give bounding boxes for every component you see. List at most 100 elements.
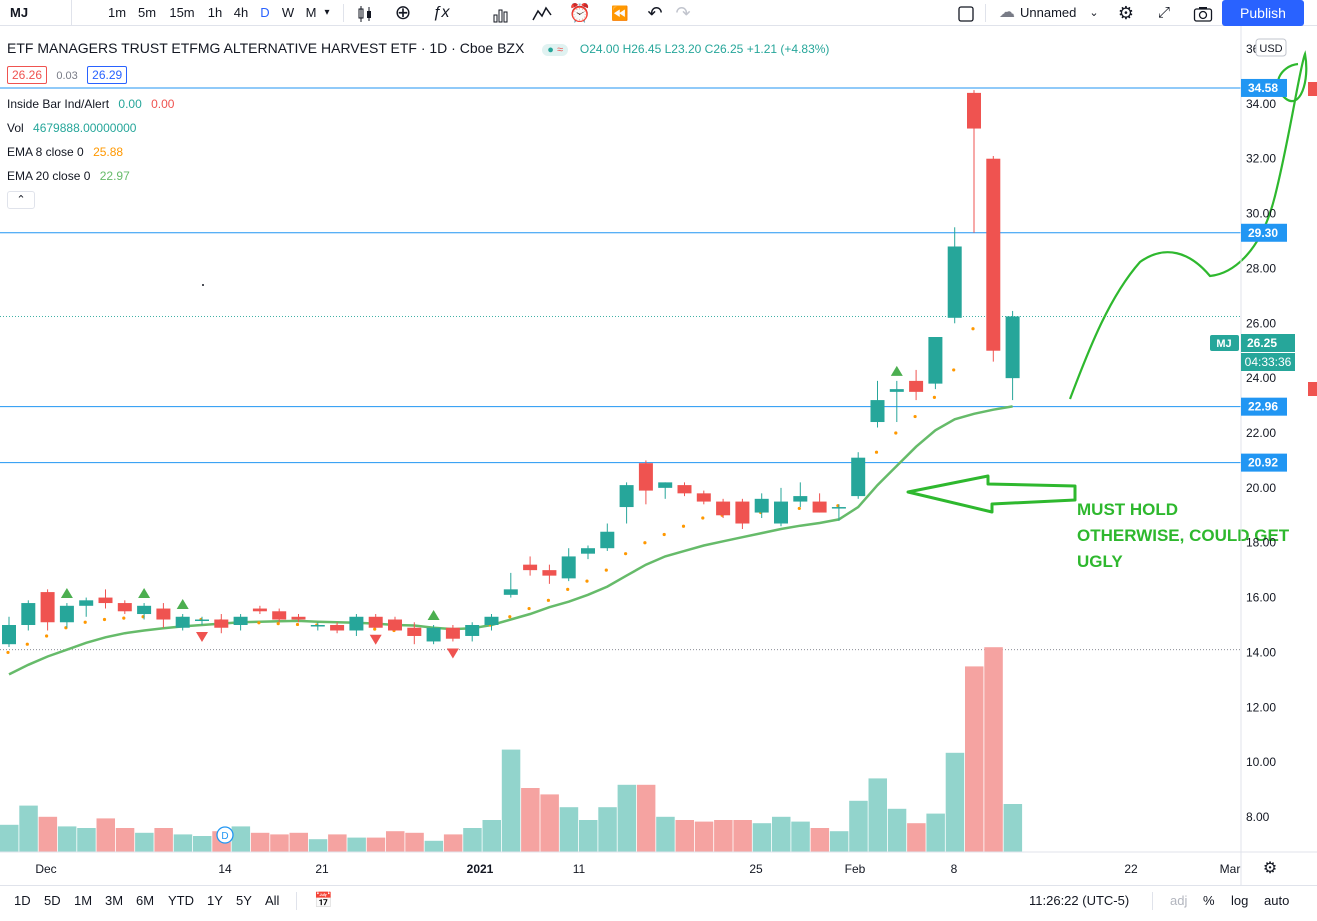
range-6m[interactable]: 6M <box>136 893 155 908</box>
go-to-date-icon[interactable]: 📅 <box>314 892 333 909</box>
candle-body <box>986 158 1001 351</box>
bottom-toolbar: 1D 5D 1M 3M 6M YTD 1Y 5Y All 📅 11:26:22 … <box>0 885 1317 915</box>
gear-icon[interactable]: ⚙ <box>1263 860 1277 877</box>
clock-display[interactable]: 11:26:22 (UTC-5) <box>1029 893 1130 908</box>
volume-bar <box>656 816 675 852</box>
ema8-dot <box>932 395 937 399</box>
indicators-icon[interactable]: ƒx <box>432 4 450 21</box>
ema8-dot <box>83 620 87 624</box>
alert-clock-icon[interactable]: ⏰ <box>568 3 592 23</box>
toggle-auto[interactable]: auto <box>1264 893 1290 908</box>
camera-icon[interactable] <box>1188 0 1218 26</box>
range-5y[interactable]: 5Y <box>236 893 252 908</box>
indicator-volume[interactable]: Vol 4679888.00000000 <box>7 121 136 135</box>
financials-icon[interactable] <box>527 0 557 26</box>
indicator-name: EMA 8 close 0 <box>7 145 84 159</box>
candle-body <box>812 501 827 513</box>
add-compare-icon[interactable]: ⊕ <box>394 2 412 24</box>
range-5d[interactable]: 5D <box>44 893 61 908</box>
volume-bar <box>810 828 830 852</box>
interval-d[interactable]: D <box>260 5 270 20</box>
volume-bar <box>347 837 366 852</box>
undo-icon[interactable]: ↶ <box>647 3 663 23</box>
up-triangle-marker <box>427 610 440 620</box>
volume-bar <box>579 820 598 852</box>
hand-drawings[interactable]: MUST HOLD OTHERWISE, COULD GET UGLY <box>906 50 1308 571</box>
interval-1m[interactable]: 1m <box>107 5 127 20</box>
currency-badge[interactable]: USD <box>1255 38 1287 57</box>
ema8-dot <box>527 606 531 611</box>
templates-icon[interactable] <box>486 0 516 26</box>
range-3m[interactable]: 3M <box>105 893 124 908</box>
volume-bar <box>289 832 308 852</box>
toggle-log[interactable]: log <box>1231 893 1249 908</box>
symbol-search[interactable]: MJ <box>2 0 72 26</box>
interval-5m[interactable]: 5m <box>137 5 157 20</box>
chevron-down-icon[interactable]: ⌄ <box>1089 7 1099 19</box>
indicator-value: 0.00 <box>118 97 142 111</box>
ema8-dot <box>102 617 107 622</box>
interval-1h[interactable]: 1h <box>207 5 223 20</box>
range-1y[interactable]: 1Y <box>207 893 223 908</box>
candle-body <box>233 616 248 625</box>
interval-m[interactable]: M <box>305 5 317 20</box>
arrow-drawing[interactable] <box>906 474 1077 514</box>
toolbar-divider <box>985 4 986 22</box>
ask-box[interactable]: 26.29 <box>87 66 128 84</box>
indicator-inside-bar[interactable]: Inside Bar Ind/Alert 0.00 0.00 <box>7 97 174 111</box>
market-status-badge[interactable]: ● ≈ <box>542 44 568 56</box>
toggle-adj[interactable]: adj <box>1170 893 1188 908</box>
candle-body <box>503 589 518 595</box>
replay-icon[interactable]: ⏪ <box>611 5 629 21</box>
publish-button[interactable]: Publish <box>1222 0 1304 26</box>
candle-body <box>774 501 788 524</box>
candle-body <box>561 556 576 579</box>
candle-body <box>658 482 673 488</box>
candle-body <box>59 605 74 623</box>
range-1m[interactable]: 1M <box>74 893 93 908</box>
interval-15m[interactable]: 15m <box>169 5 195 20</box>
chevron-down-icon[interactable]: ▾ <box>324 7 330 18</box>
horizontal-lines[interactable] <box>0 87 1241 464</box>
fullscreen-square-icon[interactable] <box>955 0 977 26</box>
layout-name[interactable]: Unnamed <box>1020 5 1077 20</box>
redo-icon[interactable]: ↷ <box>675 3 691 23</box>
candle-body <box>426 627 441 642</box>
candle-body <box>330 625 345 631</box>
indicator-ema8[interactable]: EMA 8 close 0 25.88 <box>7 145 123 159</box>
price-tick-label: 14.00 <box>1246 645 1276 659</box>
level-label-bg <box>1241 223 1287 242</box>
candle-body <box>484 616 499 625</box>
level-labels: 34.58 29.30 22.96 20.92 <box>1241 78 1287 472</box>
symbol-description[interactable]: ETF MANAGERS TRUST ETFMG ALTERNATIVE HAR… <box>7 40 525 56</box>
range-ytd[interactable]: YTD <box>168 893 194 908</box>
candles-icon[interactable] <box>350 0 380 26</box>
up-triangle-marker <box>890 365 903 376</box>
bid-box[interactable]: 26.26 <box>7 66 48 84</box>
time-axis-label: Dec <box>35 862 56 876</box>
ema8-dot <box>681 524 686 528</box>
time-axis[interactable]: Dec 14 21 2021 11 25 Feb 8 22 Mar <box>35 862 1240 876</box>
projection-drawing[interactable] <box>1068 50 1308 400</box>
price-tick-label: 24.00 <box>1246 371 1276 385</box>
price-chart[interactable]: MUST HOLD OTHERWISE, COULD GET UGLY 36.0… <box>0 26 1317 885</box>
ema8-dot <box>122 616 126 620</box>
time-axis-label: 8 <box>951 862 958 876</box>
price-tick-label: 18.00 <box>1246 536 1276 550</box>
collapse-legend-chevron-up-icon[interactable]: ⌃ <box>7 191 35 209</box>
range-all[interactable]: All <box>265 893 280 908</box>
price-tick-label: 12.00 <box>1246 700 1276 714</box>
toggle-percent[interactable]: % <box>1203 893 1215 908</box>
candle-body <box>272 611 287 620</box>
dividend-marker[interactable]: D <box>216 826 234 844</box>
last-price-bg <box>1241 334 1295 352</box>
candle-body <box>638 463 653 491</box>
indicator-ema20[interactable]: EMA 20 close 0 22.97 <box>7 169 130 183</box>
time-axis-label: 2021 <box>467 862 494 876</box>
interval-4h[interactable]: 4h <box>233 5 249 20</box>
expand-icon[interactable]: ⤢ <box>1157 4 1170 21</box>
interval-w[interactable]: W <box>281 5 295 20</box>
volume-bar <box>521 788 540 852</box>
range-1d[interactable]: 1D <box>14 893 31 908</box>
gear-icon[interactable]: ⚙ <box>1117 3 1135 23</box>
